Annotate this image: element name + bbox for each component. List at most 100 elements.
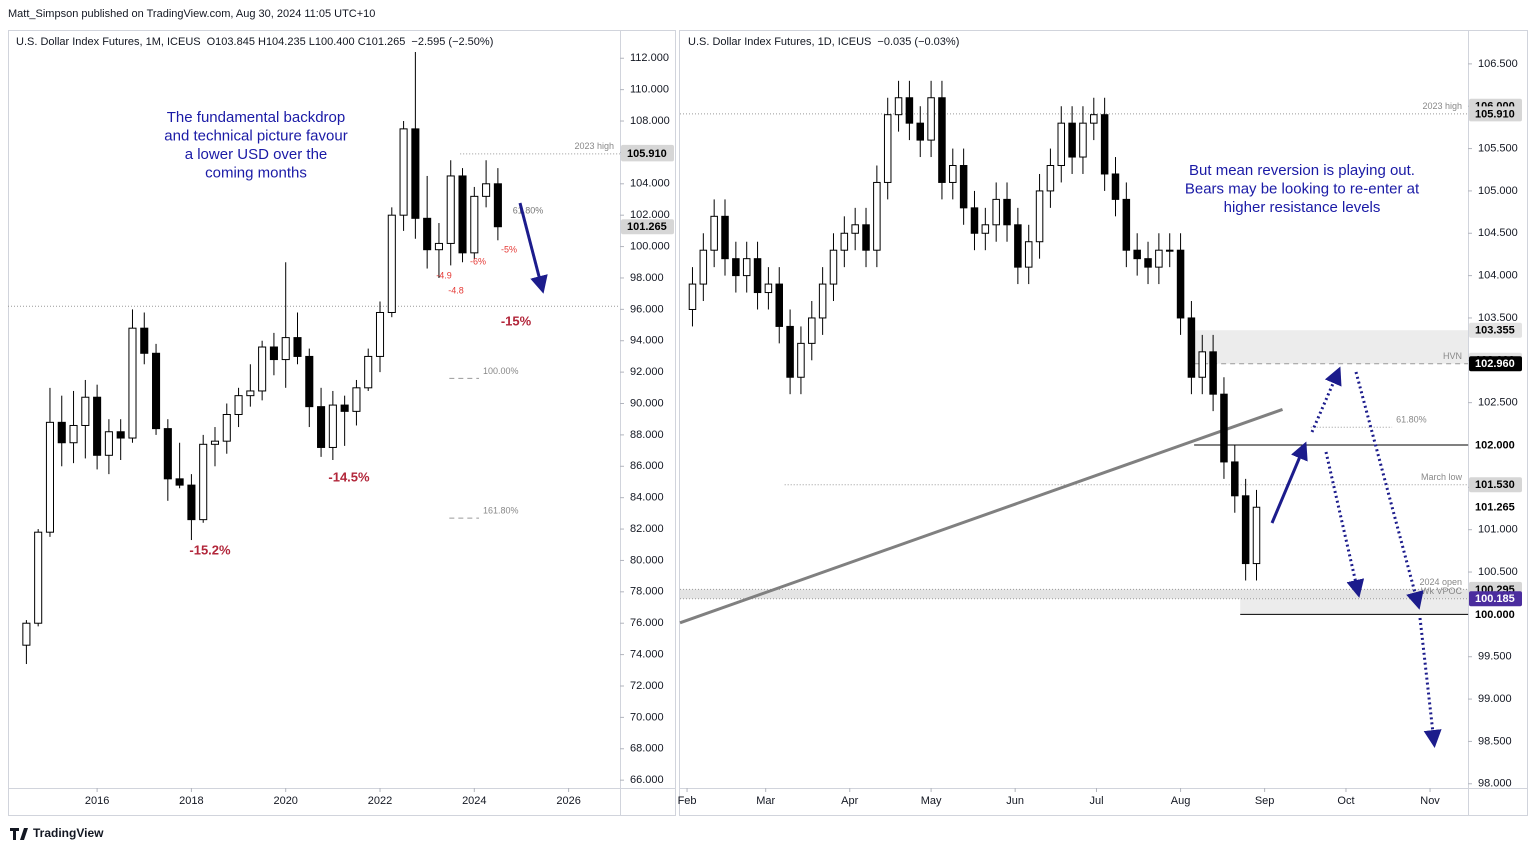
y-tick-label: 72.000 xyxy=(630,680,664,692)
y-tick-label: 66.000 xyxy=(630,774,664,786)
x-tick-label: May xyxy=(921,795,942,807)
candle-body xyxy=(458,175,467,254)
x-tick-label: 2016 xyxy=(85,795,109,807)
chart-title: U.S. Dollar Index Futures, 1M, ICEUS O103… xyxy=(16,36,493,48)
candle-body xyxy=(840,232,849,251)
candle-body xyxy=(152,352,161,430)
candle-body xyxy=(269,346,278,361)
y-tick-label: 74.000 xyxy=(630,649,664,661)
zone xyxy=(1194,330,1468,364)
y-tick-label: 105.500 xyxy=(1478,142,1518,154)
price-tag xyxy=(1469,499,1522,515)
y-tick-label: 70.000 xyxy=(630,711,664,723)
price-tag-label: 105.910 xyxy=(1475,108,1515,120)
x-tick-label: 2022 xyxy=(368,795,392,807)
arrow xyxy=(1270,441,1308,524)
zone xyxy=(1240,598,1468,615)
level-label: Wk VPOC xyxy=(1421,586,1463,596)
y-tick-label: 112.000 xyxy=(630,52,669,64)
price-tag-label: 100.000 xyxy=(1475,609,1515,621)
price-tag xyxy=(1469,322,1522,338)
trendline xyxy=(679,408,1284,625)
price-tag-label: 102.960 xyxy=(1475,358,1515,370)
annotation: -15.2% xyxy=(189,542,231,557)
annotation: -14.5% xyxy=(328,469,370,484)
candle-body xyxy=(1198,351,1207,378)
x-tick-label: 2020 xyxy=(273,795,297,807)
candle-body xyxy=(732,258,740,277)
candle-body xyxy=(187,484,196,521)
candle-body xyxy=(45,421,54,533)
y-tick-label: 100.000 xyxy=(630,240,670,252)
y-tick-label: 102.000 xyxy=(630,209,670,221)
candle-body xyxy=(210,440,220,445)
title: U.S. Dollar Index Futures, 1D, ICEUS xyxy=(688,36,871,48)
candle-body xyxy=(851,224,859,234)
y-tick-label: 108.000 xyxy=(630,115,670,127)
y-tick-label: 86.000 xyxy=(630,460,664,472)
y-tick-label: 106.500 xyxy=(1478,58,1518,70)
candle-body xyxy=(57,421,66,444)
note-line: coming months xyxy=(205,164,307,181)
candle-body xyxy=(688,283,697,310)
candle-body xyxy=(1144,258,1152,268)
candle-body xyxy=(775,283,783,327)
candle-body xyxy=(1252,506,1261,565)
candle-body xyxy=(829,249,838,285)
note-line: and technical picture favour xyxy=(164,127,347,144)
candle-body xyxy=(883,114,892,183)
price-tag xyxy=(1469,591,1522,607)
ohlc-values: O103.845 H104.235 L100.400 C101.265 xyxy=(207,36,406,48)
candle-body xyxy=(699,249,708,285)
candle-body xyxy=(1187,317,1196,378)
candle-body xyxy=(140,327,149,354)
candle-body xyxy=(1014,224,1022,268)
note-line: higher resistance levels xyxy=(1224,199,1381,216)
price-tag xyxy=(1469,106,1522,122)
note-line: But mean reversion is playing out. xyxy=(1189,162,1415,179)
candle-body xyxy=(22,622,31,646)
candle-body xyxy=(1176,249,1185,319)
candle-body xyxy=(949,165,957,183)
arrow xyxy=(1418,617,1442,748)
chart-layer: 2023 high 100.00% 161.80% 66.000 68.000 70.00… xyxy=(8,36,1522,807)
arrows xyxy=(518,202,1442,748)
x-tick-label: Apr xyxy=(841,795,858,807)
candle-body xyxy=(1241,495,1250,565)
annotation: 61.80% xyxy=(513,205,544,215)
price-tag xyxy=(621,219,674,235)
candle-body xyxy=(375,311,385,357)
candle-body xyxy=(959,165,968,209)
candle-body xyxy=(916,122,925,141)
y-tick-label: 98.000 xyxy=(630,272,664,284)
candle-body xyxy=(81,396,90,426)
candle-body xyxy=(1090,114,1098,124)
candle-body xyxy=(710,215,718,251)
level-label: HVN xyxy=(1443,351,1462,361)
candle-body xyxy=(317,406,326,448)
y-tick-label: 105.000 xyxy=(1478,185,1518,197)
y-tick-label: 98.000 xyxy=(1478,778,1512,790)
candle-body xyxy=(434,242,443,251)
y-tick-label: 90.000 xyxy=(630,397,664,409)
arrow xyxy=(1310,366,1342,433)
level-label: 2024 open xyxy=(1419,577,1462,587)
x-tick-label: Oct xyxy=(1337,795,1354,807)
candle-body xyxy=(1057,122,1066,167)
y-tick-label: 82.000 xyxy=(630,523,664,535)
y-tick-label: 104.000 xyxy=(1478,270,1518,282)
candle-body xyxy=(423,217,432,251)
candle-body xyxy=(364,355,373,389)
note-line: a lower USD over the xyxy=(185,146,328,163)
chart-title: U.S. Dollar Index Futures, 1D, ICEUS −0.0… xyxy=(688,36,959,48)
y-tick-label: 80.000 xyxy=(630,554,664,566)
annotation: -6% xyxy=(470,256,486,266)
candle-body xyxy=(873,181,881,251)
candle-body xyxy=(281,337,290,361)
candle-body xyxy=(387,214,396,313)
y-tick-label: 104.500 xyxy=(1478,227,1518,239)
candle-body xyxy=(340,404,349,412)
candle-body xyxy=(786,325,794,378)
candle-body xyxy=(1111,173,1120,200)
